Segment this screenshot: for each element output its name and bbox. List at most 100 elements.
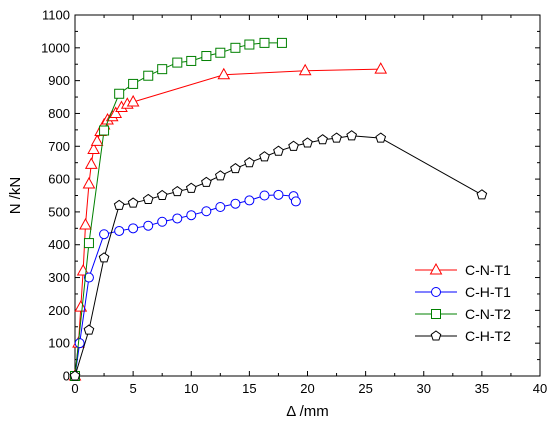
y-tick-label: 1000 (41, 40, 70, 55)
data-point (230, 162, 241, 174)
data-point (98, 252, 110, 263)
data-point (79, 217, 92, 230)
data-point (172, 57, 183, 68)
x-tick-label: 35 (475, 381, 489, 396)
data-point (99, 125, 110, 136)
y-tick-label: 0 (63, 369, 70, 384)
data-point (186, 210, 197, 221)
data-point (244, 39, 255, 50)
data-point (230, 198, 241, 209)
series-line (74, 194, 297, 377)
data-point (143, 70, 154, 81)
data-point (302, 137, 313, 148)
data-point (244, 157, 255, 168)
data-point (185, 182, 197, 193)
data-point (201, 51, 212, 62)
data-point (142, 193, 154, 204)
data-point (113, 199, 125, 210)
data-point (259, 151, 270, 162)
data-point (317, 134, 328, 145)
y-tick-label: 600 (48, 172, 70, 187)
x-tick-label: 5 (130, 381, 137, 396)
data-point (201, 176, 212, 187)
x-tick-label: 40 (533, 381, 547, 396)
data-point (273, 145, 284, 156)
data-point (114, 225, 125, 236)
data-point (83, 238, 94, 249)
series-layer (68, 37, 488, 381)
data-point (143, 220, 154, 231)
y-tick-label: 100 (48, 336, 70, 351)
y-tick-label: 400 (48, 237, 70, 252)
data-point (171, 185, 183, 197)
data-point (201, 206, 212, 217)
data-point (276, 37, 287, 48)
data-point (331, 132, 342, 143)
data-point (259, 190, 270, 201)
x-tick-label: 15 (242, 381, 256, 396)
data-point (215, 201, 226, 212)
x-tick-label: 20 (300, 381, 314, 396)
y-tick-label: 500 (48, 204, 70, 219)
series-c-h-t2 (69, 130, 488, 381)
data-point (82, 176, 96, 189)
y-tick-label: 200 (48, 303, 70, 318)
series-line (74, 42, 282, 377)
data-point (214, 170, 226, 181)
y-tick-label: 800 (48, 106, 70, 121)
legend-marker (431, 309, 441, 319)
axes: 0 5 10 15 20 25 30 35 40010020030040050060070080… (41, 8, 547, 397)
data-point (172, 213, 183, 224)
series-c-n-t2 (70, 37, 287, 381)
legend-marker (429, 262, 443, 275)
y-tick-label: 700 (48, 139, 70, 154)
data-point (126, 94, 140, 107)
data-point (109, 106, 123, 118)
legend-label: C-N-T2 (465, 306, 511, 322)
data-point (69, 370, 81, 381)
data-point (375, 132, 387, 143)
legend-marker (430, 330, 442, 341)
data-point (288, 140, 299, 151)
data-point (259, 37, 270, 48)
legend-label: C-H-T1 (465, 284, 511, 300)
legend-item: C-H-T2 (415, 328, 511, 344)
legend-label: C-N-T1 (465, 262, 511, 278)
series-line (74, 135, 483, 377)
data-point (157, 216, 168, 227)
data-point (244, 195, 255, 206)
x-tick-label: 25 (358, 381, 372, 396)
legend-label: C-H-T2 (465, 328, 511, 344)
data-point (74, 338, 85, 349)
data-point (374, 62, 388, 74)
data-point (128, 223, 139, 234)
data-point (186, 55, 197, 66)
data-point (230, 42, 241, 53)
series-line (74, 68, 381, 377)
data-point (114, 88, 125, 99)
data-point (215, 47, 226, 58)
data-point (74, 300, 88, 312)
data-point (346, 130, 358, 141)
data-point (156, 189, 168, 201)
data-point (273, 189, 284, 200)
data-point (87, 142, 100, 155)
x-tick-label: 0 (71, 381, 78, 396)
legend-marker (431, 287, 441, 297)
data-point (127, 197, 139, 208)
x-tick-label: 10 (184, 381, 198, 396)
series-c-h-t1 (70, 189, 301, 381)
data-point (83, 272, 94, 283)
data-point (217, 67, 231, 80)
legend-item: C-H-T1 (415, 284, 511, 300)
y-axis-title: N /kN (7, 177, 24, 215)
data-point (157, 64, 168, 75)
data-point (128, 78, 139, 89)
data-point (83, 324, 95, 335)
legend-item: C-N-T2 (415, 306, 511, 322)
data-point (90, 134, 104, 146)
legend-item: C-N-T1 (415, 262, 511, 278)
x-tick-label: 30 (417, 381, 431, 396)
data-point (99, 229, 110, 240)
